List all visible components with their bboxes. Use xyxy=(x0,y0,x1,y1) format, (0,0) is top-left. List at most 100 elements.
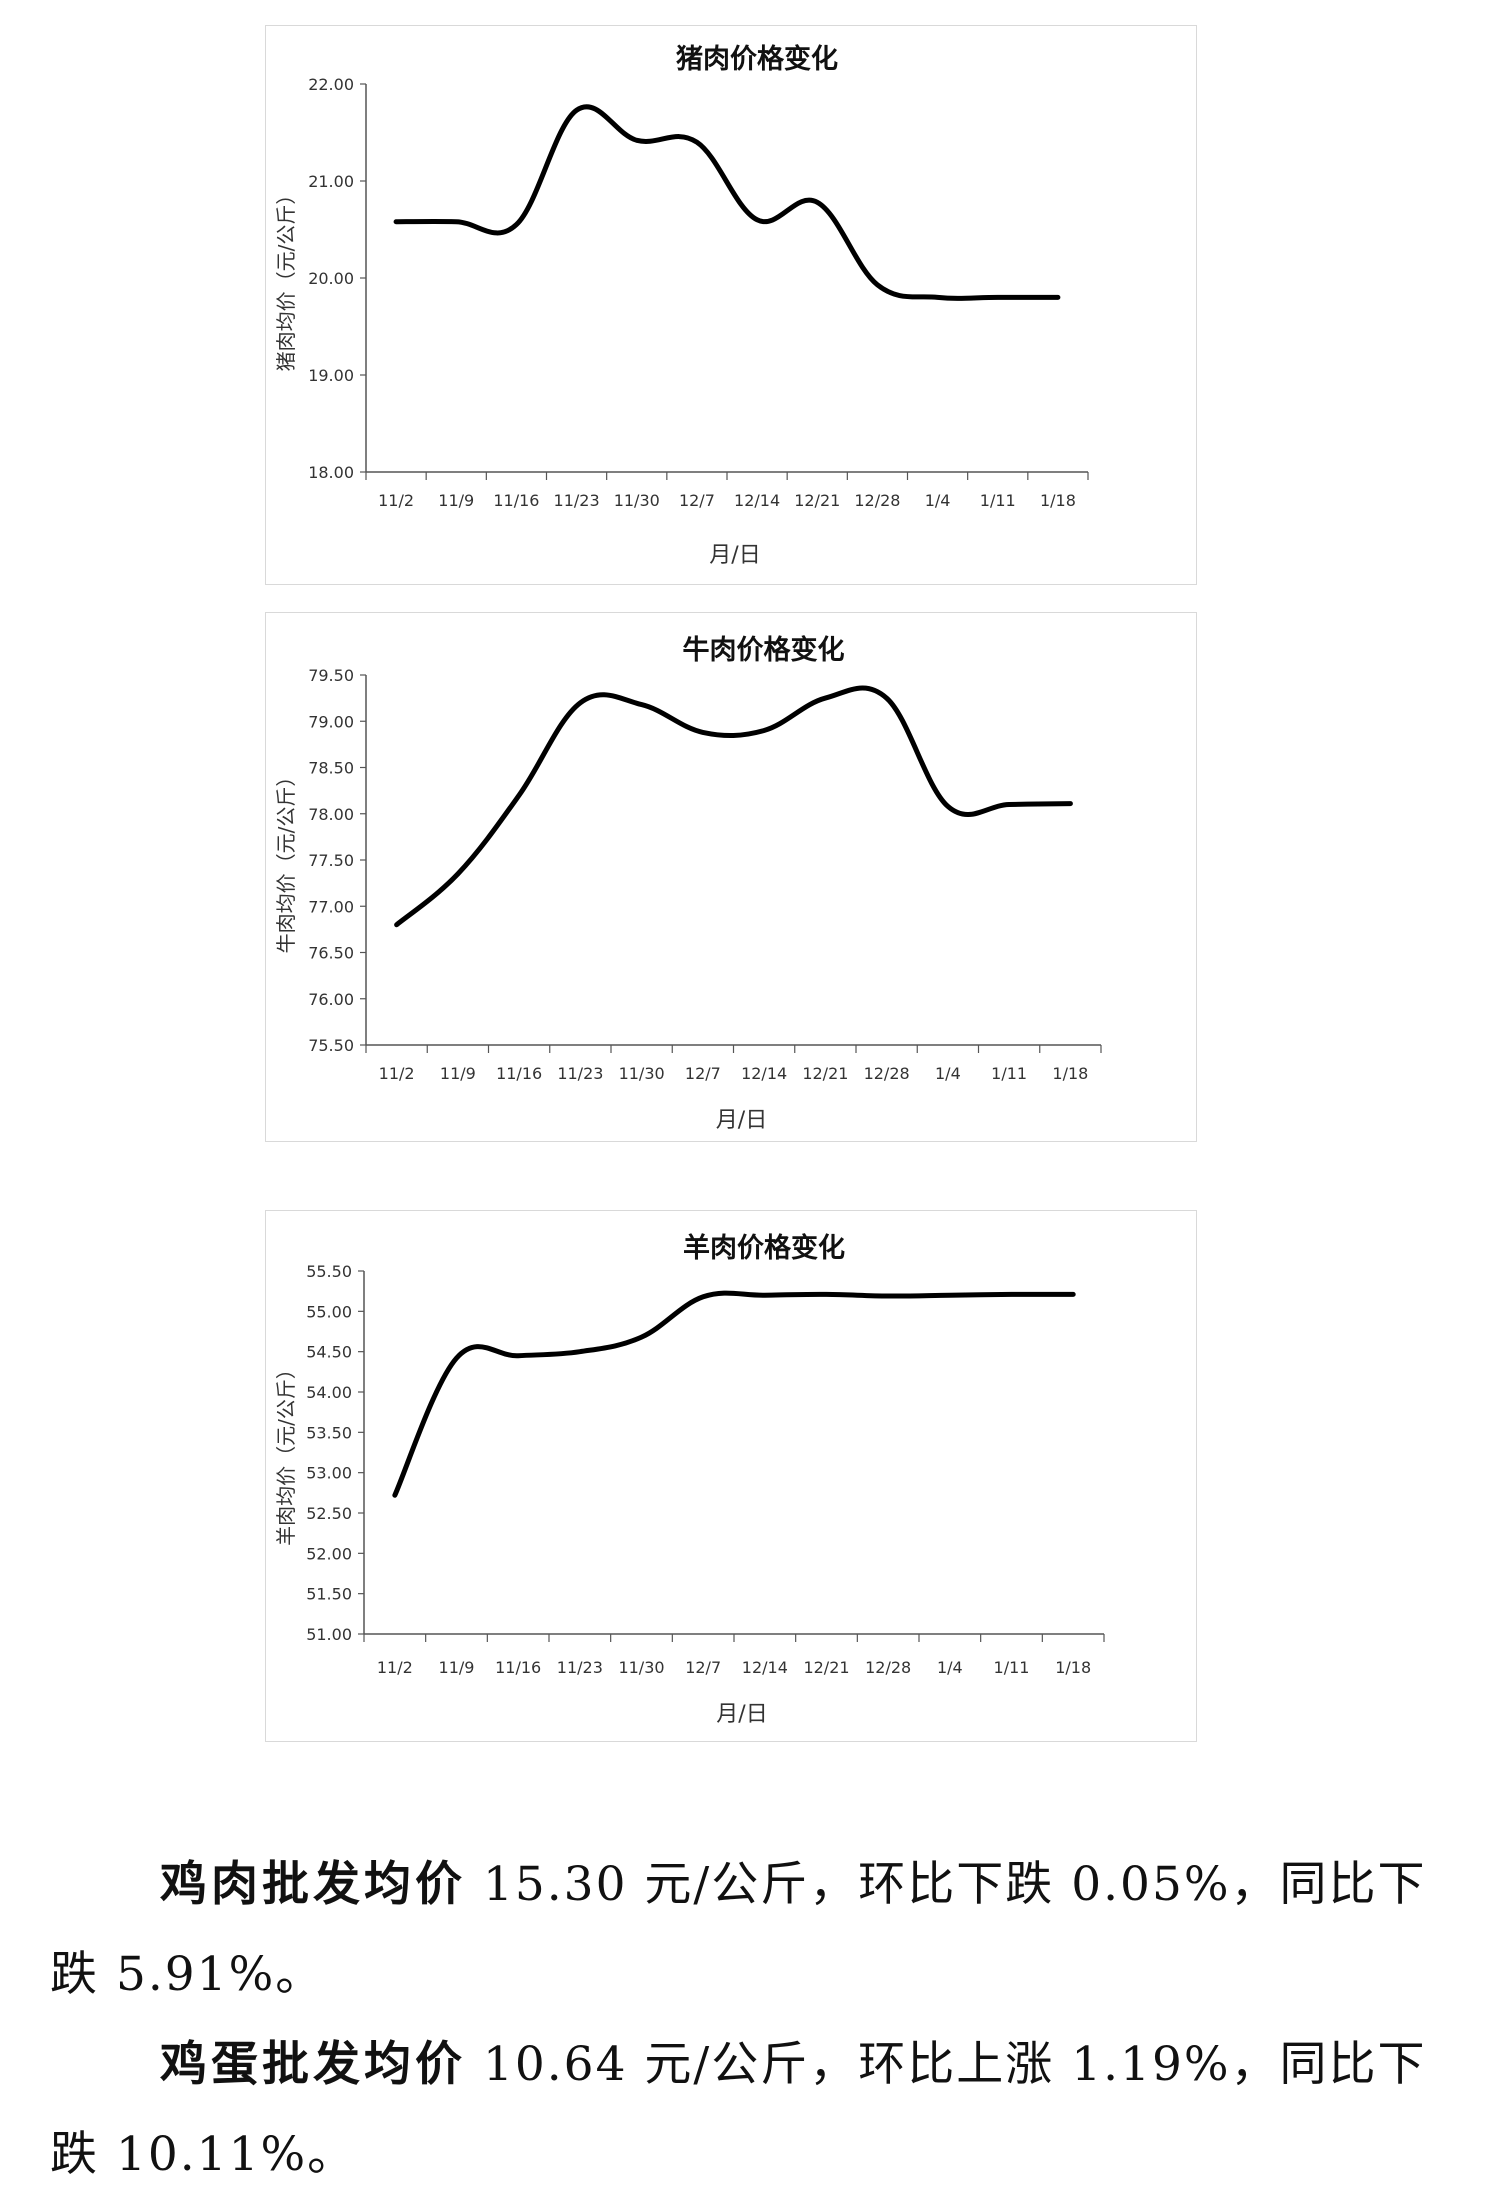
beef-chart-frame: 牛肉价格变化 75.50 76.00 76.50 77.00 77.50 78.00 78.5… xyxy=(265,612,1197,1142)
x-tick-label: 11/9 xyxy=(438,491,474,510)
data-point xyxy=(762,728,767,733)
pork-price-chart: 猪肉价格变化 18.00 19.00 20.00 21.00 22.00 11/2 11/9 1… xyxy=(274,43,1089,568)
y-tick-label: 55.50 xyxy=(306,1262,352,1281)
data-point xyxy=(634,138,639,143)
x-tick-label: 12/21 xyxy=(803,1658,849,1677)
chicken-paragraph: 鸡肉批发均价 15.30 元/公斤，环比下跌 0.05%，同比下 跌 5.91%… xyxy=(50,1840,1450,2020)
data-point xyxy=(455,871,460,876)
mutton-chart-frame: 羊肉价格变化 51.00 51.50 52.00 52.50 53.00 53.50 54.0… xyxy=(265,1210,1197,1742)
x-tick-label: 12/28 xyxy=(864,1064,910,1083)
y-tick-label: 52.00 xyxy=(306,1544,352,1563)
data-point xyxy=(947,1293,952,1298)
x-axis-label: 月/日 xyxy=(709,543,760,568)
x-tick-label: 1/4 xyxy=(925,491,951,510)
y-tick-label: 21.00 xyxy=(308,172,354,191)
data-point xyxy=(517,793,522,798)
data-point xyxy=(815,200,820,205)
chart-title: 牛肉价格变化 xyxy=(683,634,845,666)
x-tick-label: 1/18 xyxy=(1055,1658,1091,1677)
x-tick-label: 11/23 xyxy=(554,491,600,510)
x-tick-label: 11/2 xyxy=(377,1658,413,1677)
data-point xyxy=(886,1294,891,1299)
y-tick-label: 54.50 xyxy=(306,1343,352,1362)
y-tick-label: 76.00 xyxy=(308,990,354,1009)
data-point xyxy=(639,702,644,707)
data-point xyxy=(577,1349,582,1354)
data-point xyxy=(578,700,583,705)
y-tick-label: 79.50 xyxy=(308,666,354,685)
x-tick-label: 1/4 xyxy=(937,1658,963,1677)
data-point xyxy=(755,217,760,222)
y-axis-label: 羊肉均价（元/公斤） xyxy=(274,1359,298,1546)
y-tick-label: 54.00 xyxy=(306,1383,352,1402)
y-tick-label: 18.00 xyxy=(308,463,354,482)
x-tick-label: 11/9 xyxy=(440,1064,476,1083)
x-tick-label: 12/28 xyxy=(854,491,900,510)
x-tick-label: 1/18 xyxy=(1052,1064,1088,1083)
x-tick-label: 11/30 xyxy=(619,1064,665,1083)
x-tick-label: 11/30 xyxy=(614,491,660,510)
data-point xyxy=(514,222,519,227)
data-point xyxy=(945,804,950,809)
x-tick-label: 1/4 xyxy=(935,1064,961,1083)
y-tick-label: 51.50 xyxy=(306,1585,352,1604)
y-tick-label: 51.00 xyxy=(306,1625,352,1644)
x-tick-label: 11/2 xyxy=(379,1064,415,1083)
y-tick-label: 22.00 xyxy=(308,75,354,94)
x-tick-label: 11/23 xyxy=(557,1064,603,1083)
pork-chart-frame: 猪肉价格变化 18.00 19.00 20.00 21.00 22.00 11/2 11/9 1… xyxy=(265,25,1197,585)
egg-line-1: 鸡蛋批发均价 10.64 元/公斤，环比上涨 1.19%，同比下 xyxy=(50,2020,1450,2110)
chicken-text: 15.30 元/公斤，环比下跌 0.05%，同比下 xyxy=(466,1857,1427,1912)
x-tick-label: 12/7 xyxy=(679,491,715,510)
data-point xyxy=(762,1293,767,1298)
y-axis-label: 牛肉均价（元/公斤） xyxy=(274,767,298,954)
x-tick-label: 1/11 xyxy=(991,1064,1027,1083)
x-axis-label: 月/日 xyxy=(716,1702,767,1727)
series-line xyxy=(392,1290,1076,1498)
chicken-lead: 鸡肉批发均价 xyxy=(160,1857,466,1912)
y-axis-label: 猪肉均价（元/公斤） xyxy=(274,185,298,372)
data-point xyxy=(1007,802,1012,807)
data-point xyxy=(454,1356,459,1361)
y-tick-label: 76.50 xyxy=(308,944,354,963)
data-point xyxy=(694,140,699,145)
egg-text: 10.64 元/公斤，环比上涨 1.19%，同比下 xyxy=(466,2037,1427,2092)
data-point xyxy=(824,1292,829,1297)
data-point xyxy=(884,696,889,701)
data-point xyxy=(1055,295,1060,300)
y-tick-label: 77.50 xyxy=(308,851,354,870)
x-tick-label: 11/16 xyxy=(495,1658,541,1677)
y-tick-label: 77.00 xyxy=(308,897,354,916)
egg-line-2: 跌 10.11%。 xyxy=(50,2127,357,2182)
chicken-line-1: 鸡肉批发均价 15.30 元/公斤，环比下跌 0.05%，同比下 xyxy=(50,1840,1450,1930)
x-tick-label: 12/21 xyxy=(794,491,840,510)
data-point xyxy=(823,696,828,701)
chart-title: 猪肉价格变化 xyxy=(676,43,838,75)
x-tick-label: 11/2 xyxy=(378,491,414,510)
y-tick-label: 75.50 xyxy=(308,1036,354,1055)
y-tick-label: 78.50 xyxy=(308,759,354,778)
x-tick-label: 11/23 xyxy=(557,1658,603,1677)
y-tick-label: 53.00 xyxy=(306,1464,352,1483)
data-point xyxy=(454,219,459,224)
data-point xyxy=(1068,801,1073,806)
series-line xyxy=(394,685,1073,928)
data-point xyxy=(935,295,940,300)
x-tick-label: 12/14 xyxy=(734,491,780,510)
data-point xyxy=(639,1335,644,1340)
egg-lead: 鸡蛋批发均价 xyxy=(160,2037,466,2092)
y-tick-label: 78.00 xyxy=(308,805,354,824)
egg-paragraph: 鸡蛋批发均价 10.64 元/公斤，环比上涨 1.19%，同比下 跌 10.11… xyxy=(50,2020,1450,2200)
x-tick-label: 1/18 xyxy=(1040,491,1076,510)
data-point xyxy=(394,219,399,224)
x-axis-label: 月/日 xyxy=(716,1108,767,1133)
y-tick-label: 55.00 xyxy=(306,1302,352,1321)
series-line xyxy=(393,104,1061,301)
data-point xyxy=(392,1493,397,1498)
y-tick-label: 53.50 xyxy=(306,1423,352,1442)
x-tick-label: 12/7 xyxy=(685,1064,721,1083)
y-tick-label: 52.50 xyxy=(306,1504,352,1523)
x-tick-label: 12/14 xyxy=(741,1064,787,1083)
y-tick-label: 19.00 xyxy=(308,366,354,385)
x-tick-label: 12/21 xyxy=(802,1064,848,1083)
